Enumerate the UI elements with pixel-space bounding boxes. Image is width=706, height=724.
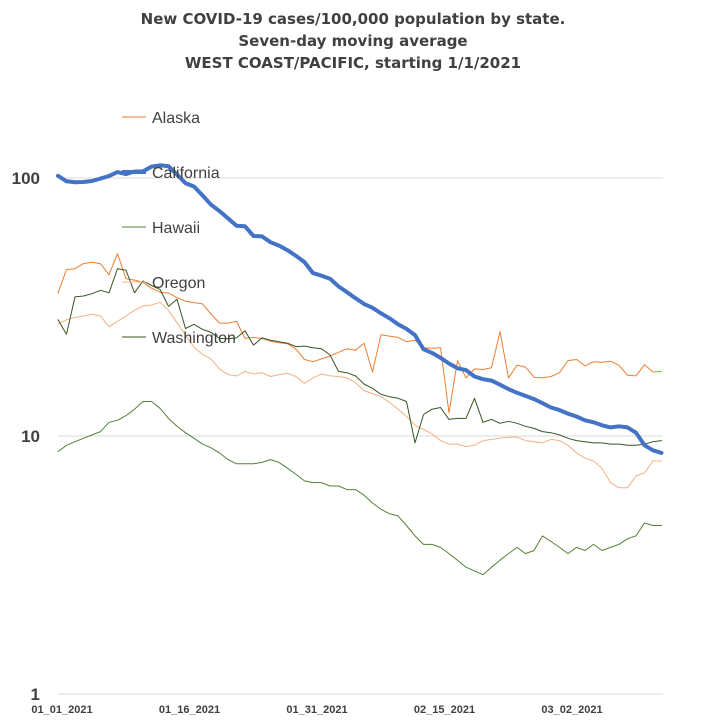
chart-title-line-1: New COVID-19 cases/100,000 population by… <box>140 10 566 28</box>
chart-title-line-3: WEST COAST/PACIFIC, starting 1/1/2021 <box>184 54 522 72</box>
legend-label-hawaii: Hawaii <box>152 220 200 237</box>
legend-label-oregon: Oregon <box>152 275 205 292</box>
y-tick-label-1: 1 <box>31 685 40 704</box>
x-tick-label-2: 01_16_2021 <box>159 704 220 716</box>
chart-title-line-2: Seven-day moving average <box>238 32 468 50</box>
series-line-oregon <box>57 301 662 489</box>
chart-title: New COVID-19 cases/100,000 population by… <box>0 8 706 74</box>
series-line-washington <box>57 268 662 446</box>
series-line-california <box>56 163 664 455</box>
legend-label-washington: Washington <box>152 330 236 347</box>
legend-label-alaska: Alaska <box>152 110 200 127</box>
y-tick-label-100: 100 <box>12 169 40 188</box>
x-tick-label-1: 01_01_2021 <box>31 704 92 716</box>
x-tick-label-3: 01_31_2021 <box>286 704 347 716</box>
x-tick-label-5: 03_02_2021 <box>541 704 602 716</box>
series-line-hawaii <box>57 401 662 576</box>
y-tick-label-10: 10 <box>21 427 40 446</box>
legend-label-california: California <box>152 165 220 182</box>
series-line-alaska <box>57 253 662 414</box>
x-tick-label-4: 02_15_2021 <box>414 704 475 716</box>
